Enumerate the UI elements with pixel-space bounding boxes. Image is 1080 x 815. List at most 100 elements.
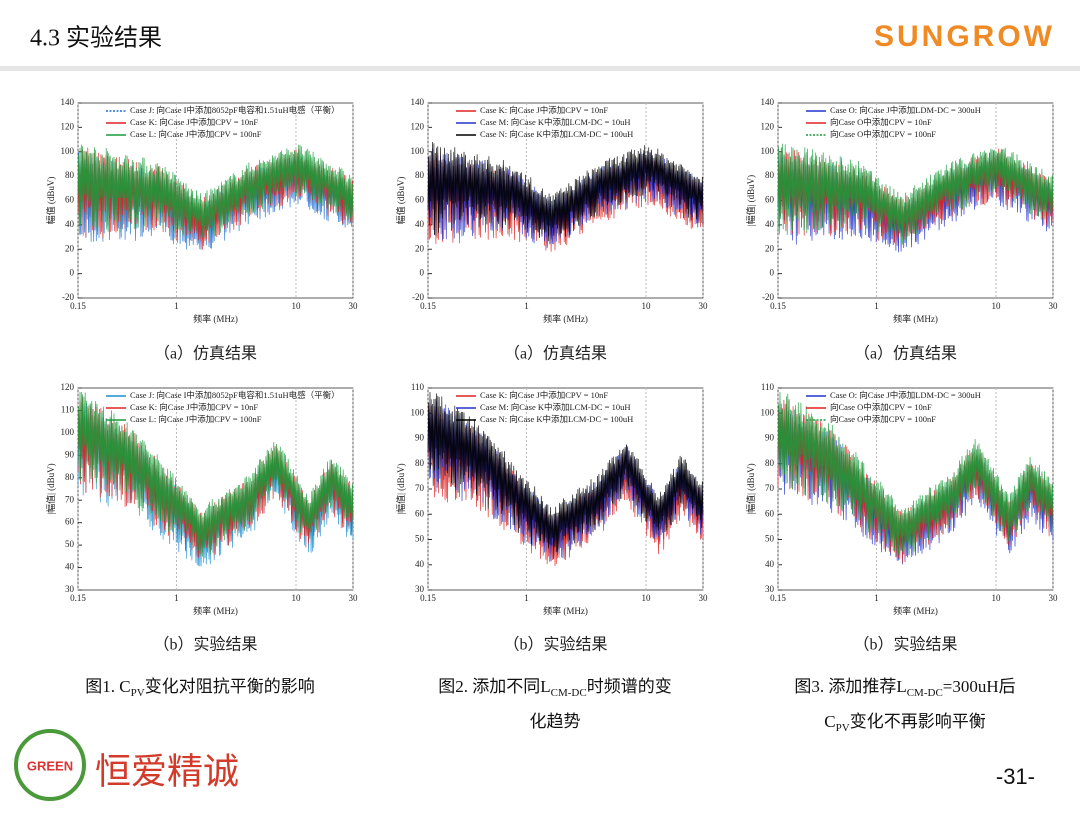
- y-tick-label: 100: [61, 146, 75, 156]
- y-axis-label: |幅值| (dBuV): [395, 463, 406, 514]
- legend-label: 向Case O中添加CPV = 10nF: [830, 117, 932, 127]
- y-tick-label: 70: [65, 494, 75, 504]
- y-tick-label: 110: [61, 405, 75, 415]
- caption-part: PV: [836, 722, 850, 734]
- figure-caption: 图2. 添加不同LCM-DC时频谱的变: [438, 677, 671, 699]
- x-axis-label: 频率 (MHz): [193, 605, 238, 616]
- caption-part: 图1. C: [85, 677, 130, 696]
- y-tick-label: 100: [61, 427, 75, 437]
- x-tick-label: 1: [874, 593, 879, 603]
- trace: [777, 391, 1054, 556]
- y-tick-label: 40: [765, 559, 775, 569]
- trace: [77, 396, 354, 558]
- x-tick-label: 1: [524, 301, 529, 311]
- x-axis-label: 频率 (MHz): [893, 313, 938, 324]
- header-rule: [0, 66, 1080, 71]
- y-tick-label: 80: [415, 170, 425, 180]
- badge-ring: [14, 729, 86, 801]
- x-tick-label: 10: [641, 301, 651, 311]
- x-axis-label: 频率 (MHz): [193, 313, 238, 324]
- caption-part: 化趋势: [530, 712, 581, 731]
- y-tick-label: 80: [65, 472, 75, 482]
- y-tick-label: 90: [415, 433, 425, 443]
- y-axis-label: 幅值 (dBuV): [45, 177, 56, 225]
- legend-label: Case O: 向Case J中添加LDM-DC = 300uH: [830, 390, 981, 400]
- y-tick-label: 100: [411, 407, 425, 417]
- x-tick-label: 0.15: [70, 301, 86, 311]
- legend-label: Case O: 向Case J中添加LDM-DC = 300uH: [830, 105, 981, 115]
- y-tick-label: 40: [765, 219, 775, 229]
- panel-caption: （a）仿真结果: [854, 345, 957, 363]
- caption-part: PV: [131, 687, 145, 699]
- legend-label: Case L: 向Case J中添加CPV = 100nF: [130, 414, 262, 424]
- caption-part: 变化不再影响平衡: [850, 712, 986, 731]
- y-tick-label: 80: [765, 170, 775, 180]
- x-tick-label: 0.15: [420, 301, 436, 311]
- y-tick-label: 110: [411, 382, 425, 392]
- caption-part: 变化对阻抗平衡的影响: [145, 677, 315, 696]
- y-tick-label: 100: [761, 407, 775, 417]
- y-tick-label: 120: [61, 382, 75, 392]
- y-tick-label: 20: [765, 243, 775, 253]
- x-tick-label: 30: [699, 593, 709, 603]
- x-tick-label: 0.15: [70, 593, 86, 603]
- trace: [777, 147, 1054, 246]
- y-tick-label: 70: [415, 483, 425, 493]
- y-tick-label: 120: [761, 121, 775, 131]
- legend-label: Case M: 向Case K中添加LCM-DC = 10uH: [480, 402, 630, 412]
- panel-caption: （b）实验结果: [503, 636, 607, 654]
- x-tick-label: 10: [991, 301, 1001, 311]
- y-axis-label: 幅值 (dBuV): [395, 177, 406, 225]
- x-axis-label: 频率 (MHz): [543, 605, 588, 616]
- trace: [427, 391, 704, 560]
- y-tick-label: 90: [65, 449, 75, 459]
- trace: [77, 144, 354, 244]
- slide-title: 4.3 实验结果: [30, 25, 162, 52]
- y-tick-label: 20: [65, 243, 75, 253]
- y-tick-label: 70: [765, 483, 775, 493]
- y-tick-label: 80: [65, 170, 75, 180]
- legend-label: 向Case O中添加CPV = 100nF: [830, 129, 936, 139]
- x-tick-label: 10: [291, 593, 301, 603]
- x-tick-label: 0.15: [420, 593, 436, 603]
- caption-part: C: [824, 712, 835, 731]
- legend-label: Case N: 向Case K中添加LCM-DC = 100uH: [480, 129, 633, 139]
- y-tick-label: 140: [411, 97, 425, 107]
- x-tick-label: 30: [699, 301, 709, 311]
- page-number: -31-: [996, 764, 1035, 789]
- legend-label: Case J: 向Case I中添加8052pF电容和1.51uH电感（平衡）: [130, 105, 340, 115]
- legend-label: Case K: 向Case J中添加CPV = 10nF: [480, 390, 608, 400]
- y-tick-label: 50: [65, 539, 75, 549]
- figure-caption: 图3. 添加推荐LCM-DC=300uH后: [794, 677, 1015, 699]
- y-axis-label: |幅值| (dBuV): [745, 463, 756, 514]
- y-tick-label: 100: [761, 146, 775, 156]
- y-tick-label: 40: [415, 559, 425, 569]
- legend-label: Case K: 向Case J中添加CPV = 10nF: [480, 105, 608, 115]
- y-tick-label: 120: [61, 121, 75, 131]
- y-tick-label: 60: [65, 195, 75, 205]
- caption-part: CM-DC: [551, 687, 587, 699]
- y-tick-label: 80: [415, 458, 425, 468]
- panel-caption: （b）实验结果: [853, 636, 957, 654]
- y-tick-label: 140: [61, 97, 75, 107]
- y-tick-label: 50: [765, 534, 775, 544]
- legend-label: Case L: 向Case J中添加CPV = 100nF: [130, 129, 262, 139]
- x-tick-label: 0.15: [770, 301, 786, 311]
- figure-caption: CPV变化不再影响平衡: [824, 712, 985, 734]
- y-tick-label: 40: [65, 562, 75, 572]
- trace: [777, 399, 1054, 564]
- y-tick-label: 140: [761, 97, 775, 107]
- badge-text: GREEN: [27, 758, 73, 773]
- x-axis-label: 频率 (MHz): [893, 605, 938, 616]
- trace: [777, 153, 1054, 253]
- y-tick-label: 60: [415, 195, 425, 205]
- x-tick-label: 30: [1049, 593, 1059, 603]
- caption-part: 图3. 添加推荐L: [794, 677, 906, 696]
- trace: [77, 391, 354, 557]
- y-tick-label: 60: [415, 508, 425, 518]
- y-tick-label: 100: [411, 146, 425, 156]
- y-tick-label: 110: [761, 382, 775, 392]
- trace: [427, 405, 704, 567]
- y-tick-label: 50: [415, 534, 425, 544]
- x-axis-label: 频率 (MHz): [543, 313, 588, 324]
